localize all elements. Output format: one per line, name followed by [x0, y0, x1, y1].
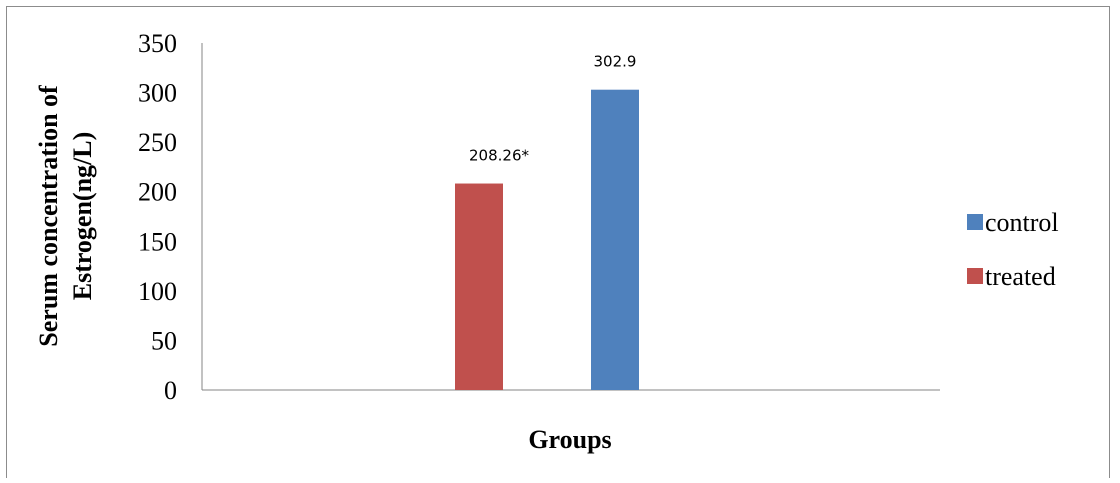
legend-label-treated: treated: [985, 262, 1056, 291]
data-label-control: 302.9: [594, 53, 637, 71]
y-tick-label: 300: [138, 79, 177, 108]
y-tick-label: 0: [164, 376, 177, 405]
data-label-treated: 208.26*: [469, 147, 529, 165]
bar-control: [591, 89, 639, 390]
y-axis-title-line-2: Estrogen(ng/L): [68, 132, 97, 301]
y-tick-label: 250: [138, 128, 177, 157]
bar-treated: [455, 183, 503, 390]
y-tick-label: 100: [138, 277, 177, 306]
y-tick-label: 150: [138, 227, 177, 256]
chart-frame: [6, 6, 1110, 478]
y-axis-title-line-1: Serum concentration of: [34, 85, 63, 347]
y-tick-label: 50: [151, 326, 177, 355]
x-axis-title: Groups: [528, 425, 611, 454]
y-axis-ticks: 0 50 100 150 200 250 300 350: [138, 29, 177, 405]
y-tick-label: 200: [138, 178, 177, 207]
legend-swatch-control: [967, 214, 983, 230]
bars-group: [455, 89, 639, 390]
legend-label-control: control: [985, 208, 1059, 237]
legend-swatch-treated: [967, 268, 983, 284]
legend: control treated: [967, 208, 1059, 291]
data-labels-group: 208.26* 302.9: [469, 53, 636, 165]
y-tick-label: 350: [138, 29, 177, 58]
